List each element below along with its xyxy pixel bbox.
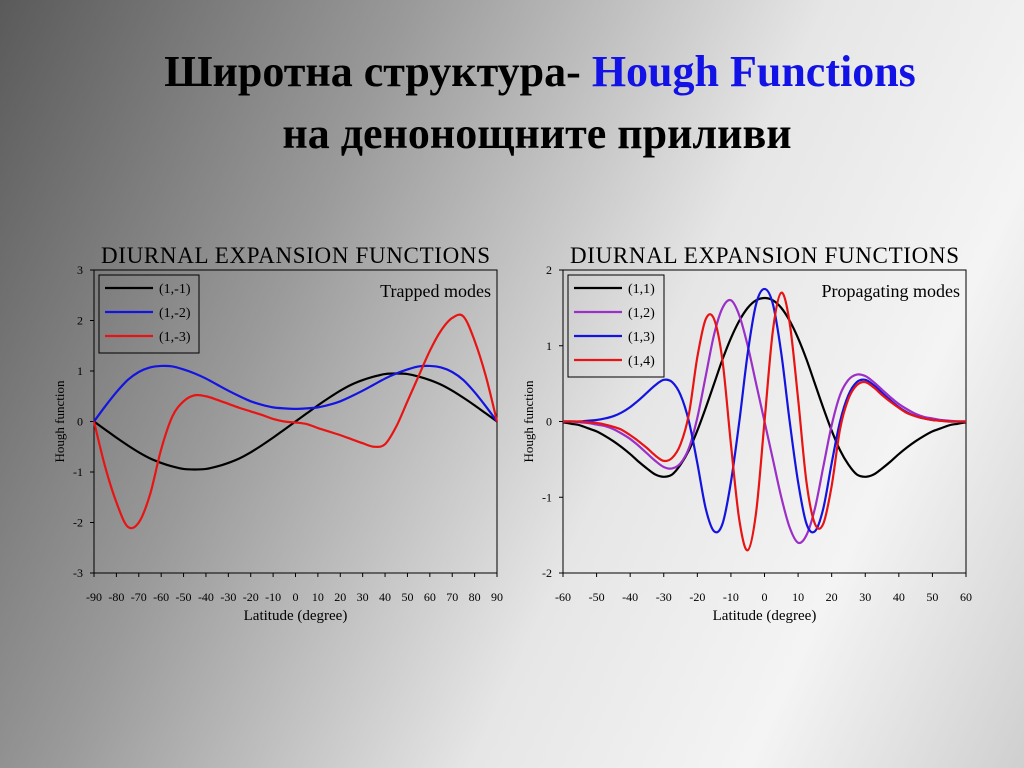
annotation: Trapped modes (380, 281, 491, 301)
y-tick-label: 2 (77, 314, 83, 328)
x-tick-label: -70 (131, 590, 147, 604)
y-axis-label: Hough function (521, 380, 536, 462)
x-tick-label: 10 (312, 590, 324, 604)
x-tick-label: -40 (198, 590, 214, 604)
x-tick-label: 80 (469, 590, 481, 604)
legend-label: (1,2) (628, 306, 655, 321)
x-tick-label: 0 (762, 590, 768, 604)
x-tick-label: -30 (220, 590, 236, 604)
title-highlight: Hough Functions (592, 47, 916, 96)
x-tick-label: 50 (926, 590, 938, 604)
y-tick-label: 1 (77, 364, 83, 378)
x-tick-label: 70 (446, 590, 458, 604)
y-tick-label: -3 (73, 566, 83, 580)
x-tick-label: -20 (243, 590, 259, 604)
y-tick-label: -2 (542, 566, 552, 580)
legend-box (98, 274, 200, 354)
x-axis-label: Latitude (degree) (713, 608, 817, 624)
chart-title: DIURNAL EXPANSION FUNCTIONS (570, 243, 959, 268)
x-tick-label: 10 (792, 590, 804, 604)
legend-label: (1,4) (628, 354, 655, 369)
x-tick-label: -50 (589, 590, 605, 604)
x-tick-label: 50 (401, 590, 413, 604)
series-line (92, 313, 499, 530)
x-tick-label: 60 (960, 590, 972, 604)
annotation: Propagating modes (822, 281, 960, 301)
x-tick-label: 30 (357, 590, 369, 604)
x-tick-label: -60 (555, 590, 571, 604)
x-tick-label: 90 (491, 590, 503, 604)
y-tick-label: 2 (546, 263, 552, 277)
x-tick-label: -20 (689, 590, 705, 604)
x-axis-label: Latitude (degree) (244, 608, 348, 624)
x-tick-label: 0 (293, 590, 299, 604)
title-part: Широтна структура- (164, 47, 581, 96)
x-tick-label: 40 (379, 590, 391, 604)
legend-label: (1,-2) (159, 306, 191, 321)
y-tick-label: 3 (77, 263, 83, 277)
x-tick-label: -10 (723, 590, 739, 604)
legend-label: (1,3) (628, 330, 655, 345)
y-tick-label: -1 (73, 465, 83, 479)
y-axis-label: Hough function (52, 380, 67, 462)
y-tick-label: -1 (542, 490, 552, 504)
slide-title: Широтна структура- Hough Functions (164, 47, 916, 96)
y-tick-label: -2 (73, 516, 83, 530)
x-tick-label: -50 (176, 590, 192, 604)
x-tick-label: 60 (424, 590, 436, 604)
x-tick-label: -40 (622, 590, 638, 604)
legend-label: (1,-1) (159, 282, 191, 297)
x-tick-label: -90 (86, 590, 102, 604)
x-tick-label: 40 (893, 590, 905, 604)
legend-box (567, 274, 665, 378)
x-tick-label: -10 (265, 590, 281, 604)
x-tick-label: -60 (153, 590, 169, 604)
legend-label: (1,-3) (159, 330, 191, 345)
chart-title: DIURNAL EXPANSION FUNCTIONS (101, 243, 490, 268)
slide-title-line2: на денонощните приливи (282, 109, 791, 158)
legend-label: (1,1) (628, 282, 655, 297)
y-tick-label: 1 (546, 339, 552, 353)
x-tick-label: 30 (859, 590, 871, 604)
x-tick-label: 20 (334, 590, 346, 604)
series-line (562, 296, 967, 478)
y-tick-label: 0 (77, 415, 83, 429)
series-line (563, 291, 966, 552)
x-tick-label: -30 (656, 590, 672, 604)
x-tick-label: -80 (108, 590, 124, 604)
x-tick-label: 20 (826, 590, 838, 604)
series-line (93, 364, 498, 423)
y-tick-label: 0 (546, 415, 552, 429)
